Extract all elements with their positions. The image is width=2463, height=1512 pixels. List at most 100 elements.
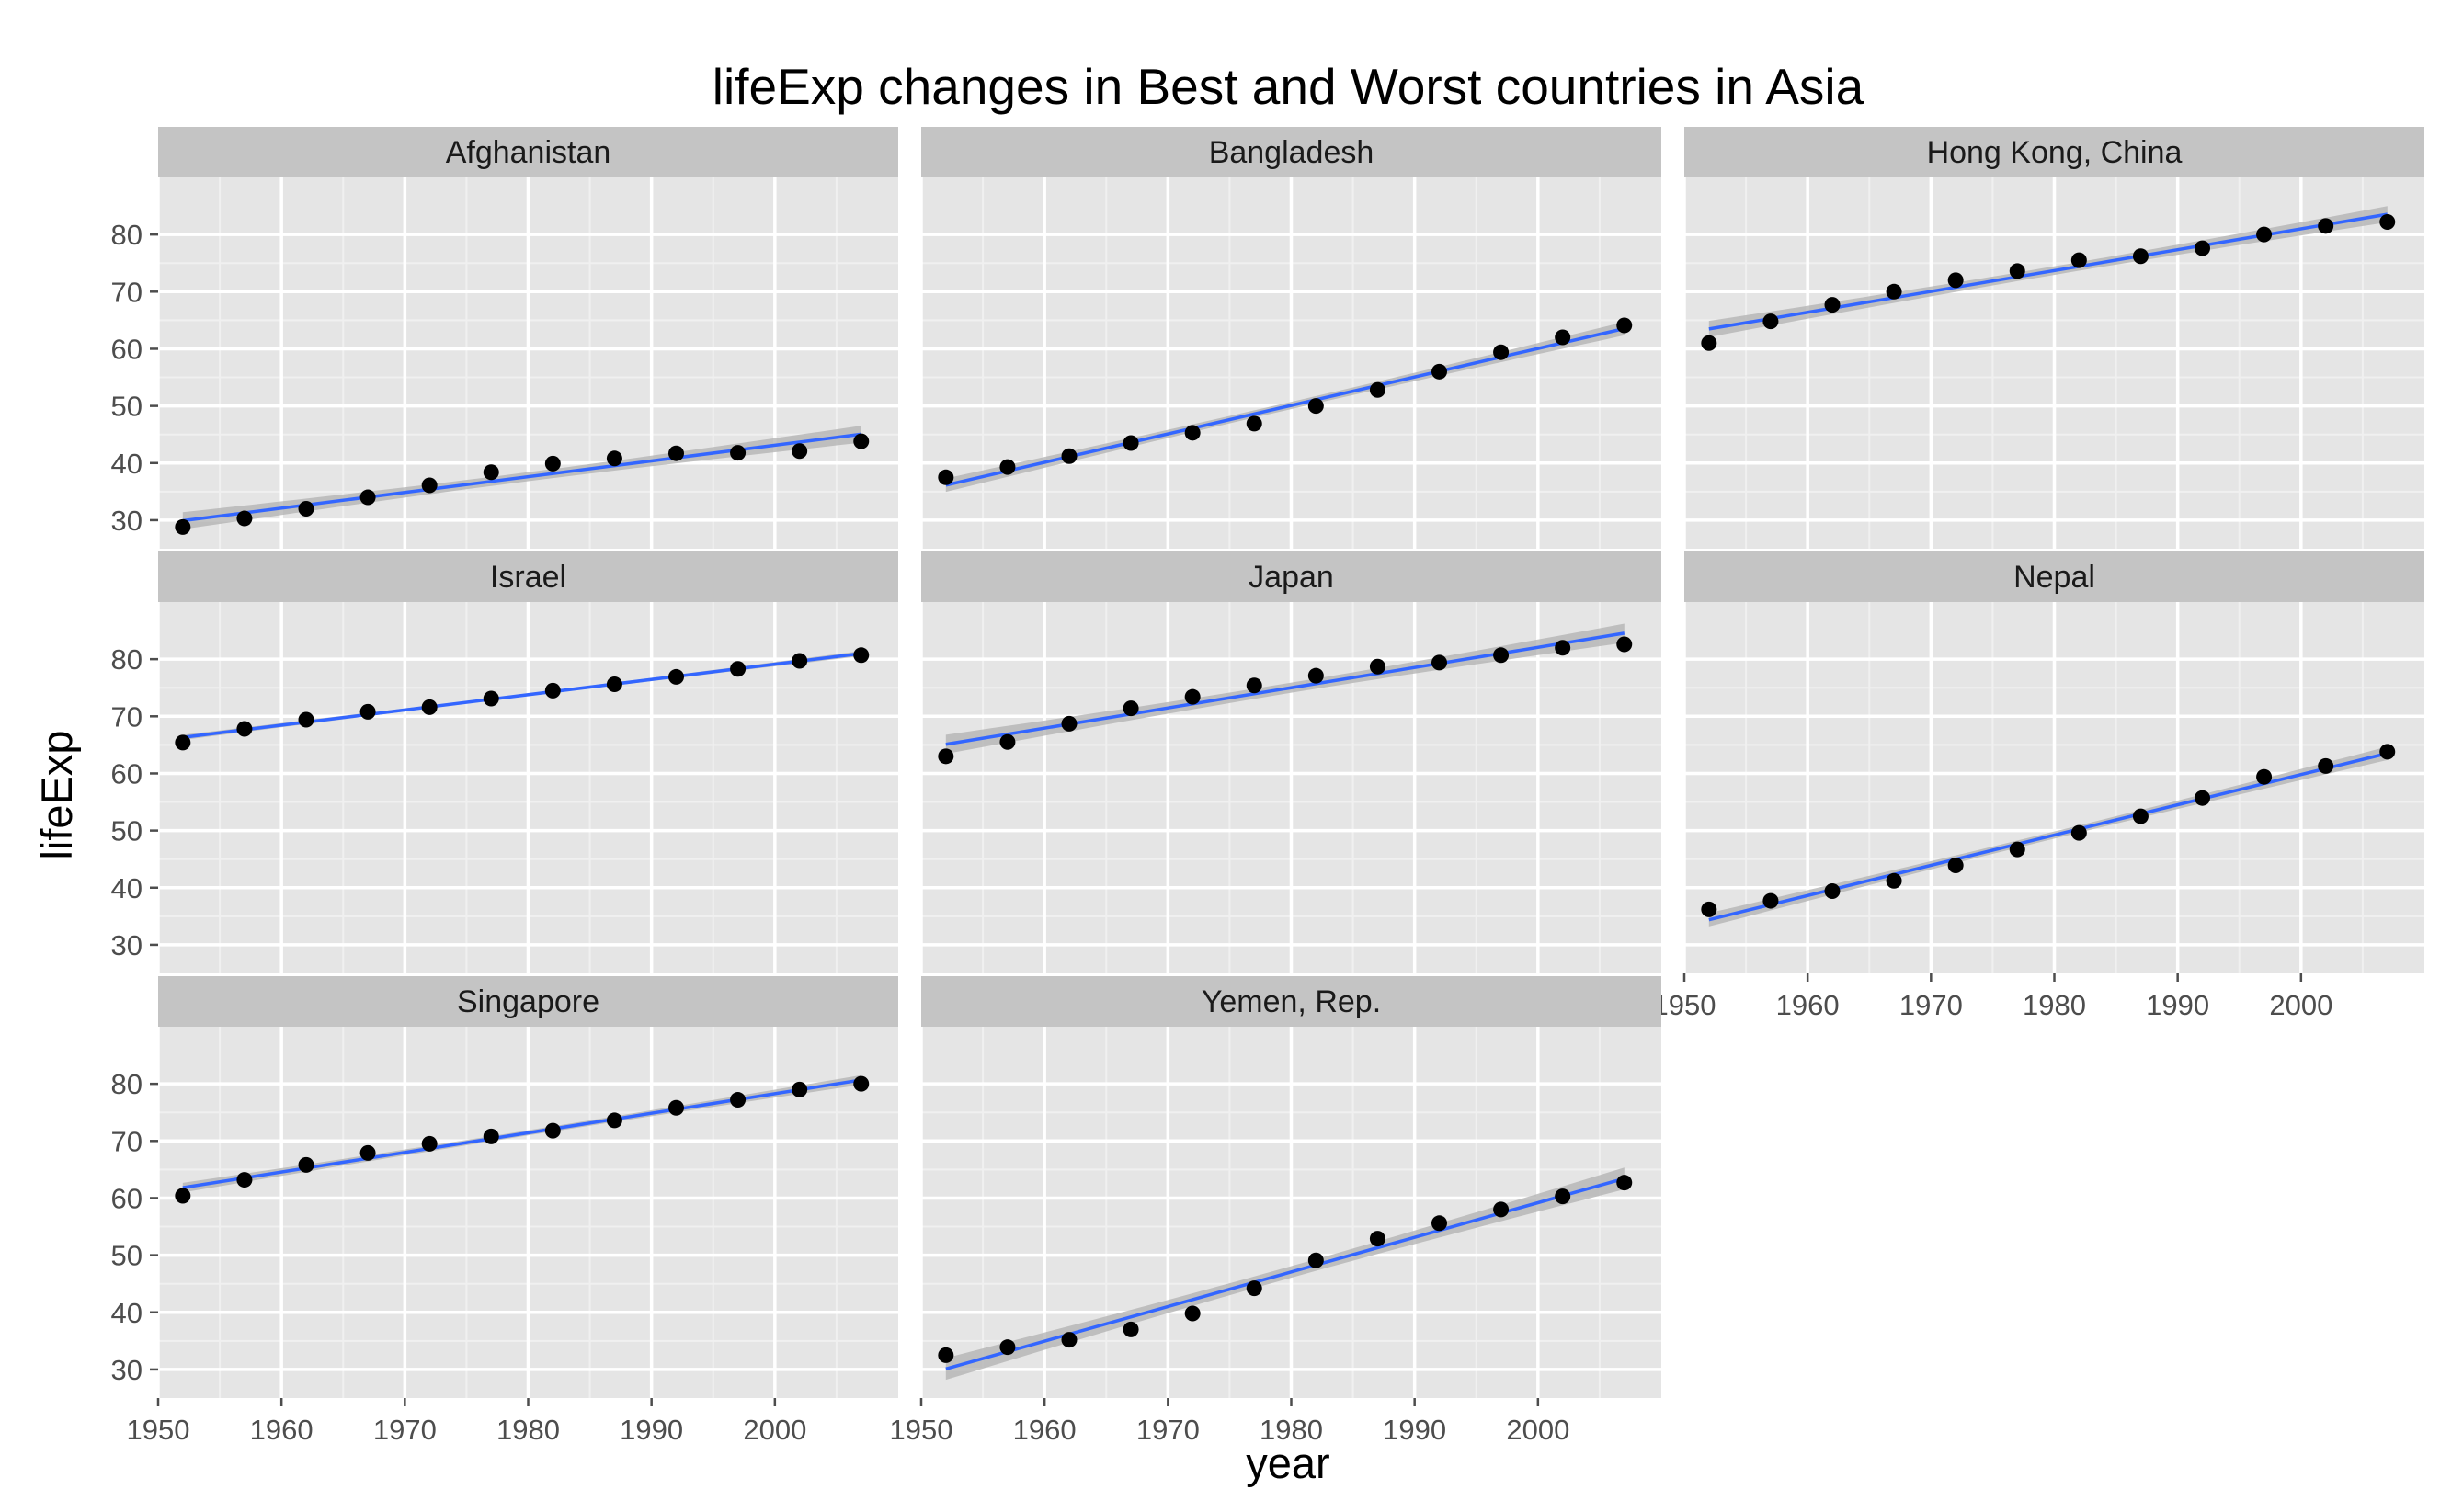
y-tick-label: 70 xyxy=(111,276,143,308)
y-tick-label: 30 xyxy=(111,929,143,961)
x-tick-label: 2000 xyxy=(2269,989,2332,1021)
data-point xyxy=(606,676,622,693)
strip-singapore xyxy=(158,976,898,1027)
data-point xyxy=(1886,872,1902,889)
data-point xyxy=(1431,1215,1447,1232)
y-tick-label: 40 xyxy=(111,872,143,904)
panel-afghanistan: Afghanistan 30 40 50 60 70 80 xyxy=(111,127,898,549)
trend-line xyxy=(182,1078,862,1189)
strip-label-yemen-rep: Yemen, Rep. xyxy=(1202,984,1381,1019)
y-tick-label: 30 xyxy=(111,505,143,537)
y-tick-label: 60 xyxy=(111,1182,143,1214)
data-point xyxy=(421,1135,438,1152)
strip-israel xyxy=(158,551,898,602)
data-point xyxy=(1246,1280,1262,1297)
trend-line xyxy=(945,631,1625,746)
data-point xyxy=(1369,381,1385,398)
data-point xyxy=(999,733,1016,750)
strip-japan xyxy=(921,551,1661,602)
data-point xyxy=(1123,435,1139,451)
data-point xyxy=(792,1081,808,1097)
data-point xyxy=(544,1122,561,1139)
data-point xyxy=(1701,901,1717,917)
x-tick-label: 1950 xyxy=(127,1414,190,1446)
strip-label-israel: Israel xyxy=(490,560,566,595)
data-point xyxy=(1061,1332,1078,1348)
data-point xyxy=(1123,700,1139,717)
y-tick-label: 60 xyxy=(111,757,143,790)
x-tick-label: 1980 xyxy=(496,1414,560,1446)
strip-bangladesh xyxy=(921,127,1661,177)
data-point xyxy=(1369,658,1385,675)
x-tick-label: 1970 xyxy=(1899,989,1963,1021)
data-point xyxy=(938,748,954,765)
data-point xyxy=(792,653,808,669)
y-tick-label: 40 xyxy=(111,448,143,480)
data-point xyxy=(668,1099,684,1116)
data-point xyxy=(1947,272,1964,289)
y-tick-label: 80 xyxy=(111,1068,143,1100)
data-point xyxy=(1947,858,1964,874)
x-tick-label: 1990 xyxy=(1383,1414,1446,1446)
data-point xyxy=(236,510,253,527)
strip-yemen-rep xyxy=(921,976,1661,1027)
x-tick-label: 1980 xyxy=(2023,989,2086,1021)
data-point xyxy=(359,703,376,720)
trend-line xyxy=(1708,751,2389,922)
data-point xyxy=(606,450,622,467)
data-point xyxy=(1369,1231,1385,1247)
strip-nepal xyxy=(1684,551,2424,602)
data-point xyxy=(1493,344,1510,360)
data-point xyxy=(236,721,253,737)
trend-line xyxy=(182,432,861,523)
strip-label-afghanistan: Afghanistan xyxy=(446,135,611,170)
data-point xyxy=(1762,892,1779,909)
trend-line xyxy=(182,652,861,739)
y-tick-label: 50 xyxy=(111,815,143,847)
x-tick-label: 1950 xyxy=(890,1414,953,1446)
data-point xyxy=(1555,329,1571,346)
data-point xyxy=(1701,335,1717,351)
panel-hong-kong-china: Hong Kong, China xyxy=(1682,127,2424,549)
x-axis-title: year xyxy=(1246,1438,1329,1487)
x-tick-label: 1990 xyxy=(620,1414,683,1446)
data-point xyxy=(1061,715,1078,732)
data-point xyxy=(2256,768,2273,785)
data-point xyxy=(483,690,499,707)
data-point xyxy=(175,518,191,535)
data-point xyxy=(730,661,747,677)
strip-label-japan: Japan xyxy=(1249,560,1334,595)
data-point xyxy=(544,682,561,699)
data-point xyxy=(175,1188,191,1204)
y-tick-label: 80 xyxy=(111,643,143,676)
data-point xyxy=(359,489,376,506)
strip-afghanistan xyxy=(158,127,898,177)
data-point xyxy=(421,699,438,715)
data-point xyxy=(483,464,499,481)
data-point xyxy=(236,1172,253,1188)
data-point xyxy=(1616,317,1633,334)
x-tick-label: 2000 xyxy=(743,1414,806,1446)
data-point xyxy=(1555,1188,1571,1205)
x-tick-label: 1980 xyxy=(1260,1414,1323,1446)
data-point xyxy=(359,1144,376,1161)
data-point xyxy=(2132,248,2149,265)
data-point xyxy=(2318,218,2334,234)
data-point xyxy=(298,1156,314,1173)
data-point xyxy=(999,1339,1016,1356)
data-point xyxy=(2318,757,2334,774)
data-point xyxy=(668,445,684,461)
x-tick-label: 1970 xyxy=(373,1414,437,1446)
strip-label-hong-kong-china: Hong Kong, China xyxy=(1927,135,2183,170)
x-tick-label: 1960 xyxy=(1776,989,1840,1021)
y-tick-label: 30 xyxy=(111,1354,143,1386)
data-point xyxy=(298,500,314,517)
data-point xyxy=(1762,313,1779,330)
panel-japan: Japan xyxy=(919,551,1661,973)
strip-label-singapore: Singapore xyxy=(457,984,599,1019)
y-tick-label: 70 xyxy=(111,1125,143,1157)
data-point xyxy=(1061,448,1078,464)
data-point xyxy=(2379,213,2396,230)
trend-line xyxy=(1708,212,2389,331)
x-tick-label: 1960 xyxy=(250,1414,314,1446)
